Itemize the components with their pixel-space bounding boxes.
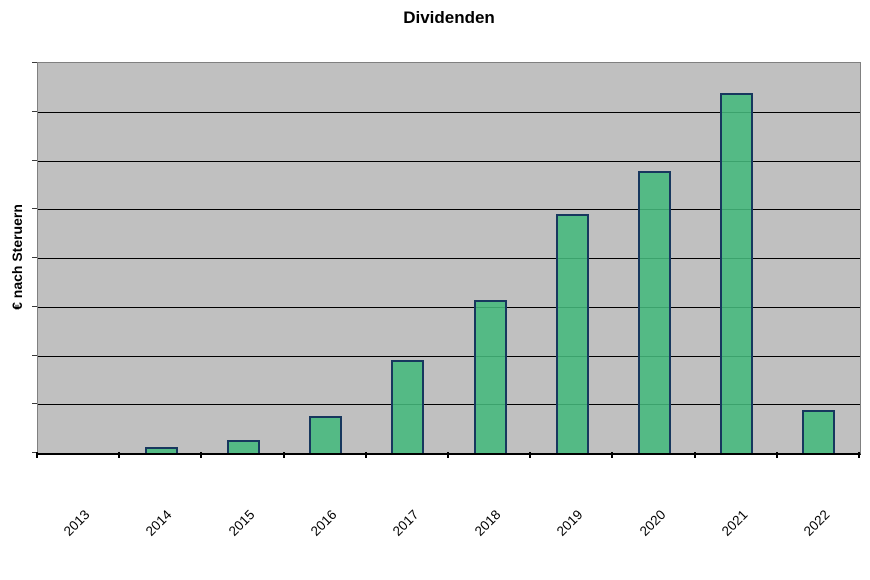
bar-2021 (720, 93, 754, 453)
x-tick (118, 452, 121, 458)
gridline (38, 306, 860, 308)
x-label-2015: 2015 (225, 507, 258, 539)
x-label-2018: 2018 (471, 507, 504, 539)
x-tick (611, 452, 614, 458)
x-tick (858, 452, 860, 458)
bar-2017 (391, 360, 425, 453)
y-tick (32, 62, 37, 63)
bar-2014 (144, 447, 178, 453)
x-tick (693, 452, 696, 458)
y-tick (32, 452, 37, 453)
x-axis-labels: 2013 2014 2015 2016 2017 2018 2019 2020 2021 2022 (37, 452, 859, 577)
bar-2016 (309, 416, 343, 453)
x-label-2017: 2017 (389, 507, 422, 539)
gridline (38, 160, 860, 162)
y-tick (32, 305, 37, 307)
x-tick (36, 452, 38, 458)
plot-area (37, 62, 861, 455)
chart-title: Dividenden (403, 8, 495, 27)
x-label-2021: 2021 (718, 507, 751, 539)
x-label-2013: 2013 (60, 507, 93, 539)
y-axis-label: € nach Steruern (9, 204, 25, 310)
bar-2019 (555, 214, 589, 453)
x-label-2022: 2022 (800, 507, 833, 539)
y-tick (32, 257, 37, 258)
bar-2020 (638, 171, 671, 453)
gridline (38, 404, 860, 406)
x-tick (364, 452, 367, 458)
x-tick (282, 452, 285, 458)
x-tick (529, 452, 532, 458)
x-label-2014: 2014 (143, 507, 175, 539)
gridline (38, 355, 860, 357)
y-tick (32, 354, 37, 356)
bar-2015 (227, 439, 260, 453)
gridline (38, 111, 860, 113)
x-tick (775, 452, 778, 458)
y-tick (32, 208, 37, 210)
y-tick (32, 403, 37, 405)
x-label-2019: 2019 (554, 507, 586, 539)
y-tick (32, 110, 37, 112)
bar-2022 (802, 409, 836, 453)
x-tick (447, 452, 449, 458)
bar-2018 (473, 300, 507, 453)
x-label-2016: 2016 (307, 507, 340, 539)
x-tick (200, 452, 203, 458)
x-label-2020: 2020 (636, 507, 669, 539)
gridline (38, 209, 860, 211)
gridline (38, 258, 860, 259)
y-tick (32, 159, 37, 161)
